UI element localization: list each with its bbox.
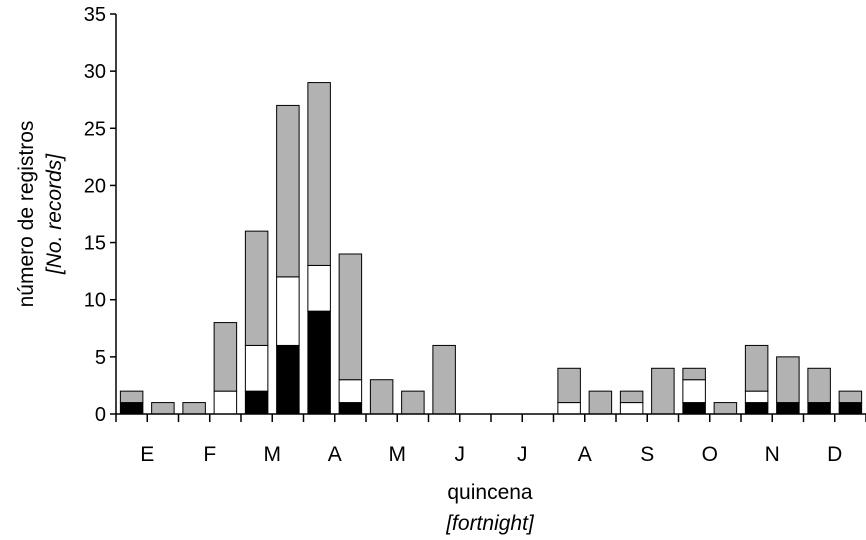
bar-segment [151,402,175,415]
bar-segment [276,344,300,415]
x-month-label: J [517,443,528,466]
bar-segment [713,402,738,415]
x-month-label: N [765,443,780,466]
bar-segment [619,390,644,404]
bar-segment [276,276,300,346]
y-tick-label: 10 [84,290,106,312]
y-tick-label: 25 [84,118,106,140]
bar-segment [651,367,675,415]
bar-segment [119,402,144,415]
x-month-label: A [328,443,342,466]
x-month-label: D [827,443,842,466]
x-month-label: A [578,443,592,466]
bar-segment [244,344,269,392]
bar-segment [588,390,613,415]
bar-segment [807,367,831,404]
bar-segment [744,390,769,404]
bar-segment [307,264,331,312]
y-tick-label: 35 [84,4,106,26]
x-month-label: J [455,443,466,466]
y-tick-label: 15 [84,233,106,255]
bar-segment [369,379,394,415]
x-month-label: M [264,443,282,466]
x-month-label: M [389,443,407,466]
bar-segment [307,310,331,415]
bar-segment [682,402,706,415]
bar-segment [838,390,863,404]
x-month-label: F [203,443,216,466]
bar-segment [119,390,144,404]
x-month-label: E [140,443,154,466]
bar-segment [213,390,238,415]
bar-segment [744,344,769,392]
x-axis-label: quincena [447,481,533,504]
bar-segment [307,82,331,266]
bar-segment [338,253,363,381]
bar-segment [338,402,363,415]
y-tick-label: 5 [95,347,106,369]
bar-segment [807,402,831,415]
bar-segment [276,104,300,278]
bar-segment [213,322,238,392]
y-axis-label-english: [No. records] [43,153,66,275]
bar-segment [744,402,769,415]
y-tick-label: 0 [95,404,106,426]
bar-segment [682,379,706,404]
bar-segment [557,367,581,404]
x-month-label: O [702,443,718,466]
y-tick-label: 20 [84,175,106,197]
bar-segment [244,390,269,415]
x-month-label: S [640,443,654,466]
x-axis-ticks [115,414,866,422]
bar-segment [776,402,800,415]
bar-segment [401,390,425,415]
bar-segment [182,402,206,415]
bars [119,82,863,415]
bar-segment [244,230,269,346]
bar-segment [432,344,456,415]
bar-segment [776,356,800,404]
x-axis-label-english: [fortnight] [445,512,535,535]
y-axis-ticks: 0 5 10 15 20 25 30 35 [84,4,116,426]
bar-segment [619,402,644,415]
bar-segment [338,379,363,404]
y-axis-label: número de registros [15,121,38,308]
bar-segment [557,402,581,415]
bar-segment [682,367,706,381]
y-tick-label: 30 [84,61,106,83]
bar-segment [838,402,863,415]
